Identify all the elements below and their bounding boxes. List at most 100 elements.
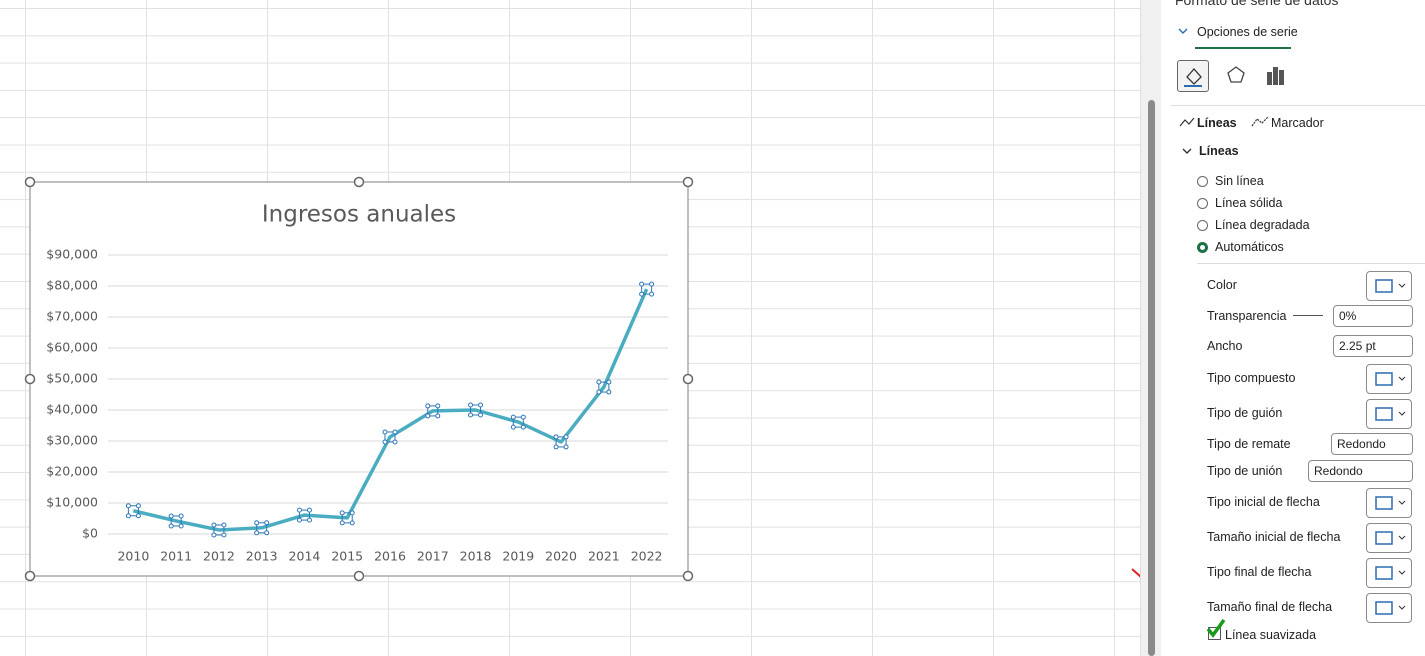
property-button[interactable] <box>1366 488 1412 518</box>
selection-dot <box>382 439 388 445</box>
x-tick-label: 2016 <box>374 549 406 564</box>
y-tick-label: $0 <box>82 526 98 541</box>
resize-handle[interactable] <box>24 570 36 582</box>
x-tick-label: 2022 <box>631 549 663 564</box>
selection-dot <box>510 414 516 420</box>
point-marker <box>512 416 524 428</box>
selection-dot <box>178 523 184 529</box>
resize-handle[interactable] <box>353 570 365 582</box>
scrollbar[interactable] <box>1140 0 1161 656</box>
selection-dot <box>553 434 559 440</box>
selection-dot <box>468 402 474 408</box>
radio-label[interactable]: Sin línea <box>1215 174 1264 188</box>
subtab[interactable]: Líneas <box>1197 116 1237 130</box>
line-icon <box>1179 117 1195 127</box>
fill-line-tab[interactable] <box>1177 60 1209 92</box>
selection-dot <box>478 412 484 418</box>
width-input[interactable]: 2.25 pt <box>1333 335 1413 357</box>
radio-button[interactable] <box>1197 198 1208 209</box>
chart-title: Ingresos anuales <box>262 202 456 228</box>
selection-dot <box>435 403 441 409</box>
resize-handle[interactable] <box>682 373 694 385</box>
resize-handle[interactable] <box>24 373 36 385</box>
x-tick-label: 2010 <box>117 549 149 564</box>
selection-dot <box>639 291 645 297</box>
property-button[interactable] <box>1366 593 1412 623</box>
selection-dot <box>392 429 398 435</box>
y-tick-label: $30,000 <box>46 433 98 448</box>
radio-label[interactable]: Línea sólida <box>1215 196 1283 210</box>
selection-dot <box>339 510 345 516</box>
checkbox-label[interactable]: Línea suavizada <box>1225 628 1317 642</box>
point-marker <box>598 381 610 393</box>
selection-dot <box>520 424 526 430</box>
join-dropdown[interactable]: Redondo <box>1308 460 1413 482</box>
property-button[interactable] <box>1366 364 1412 394</box>
radio-label[interactable]: Línea degradada <box>1215 218 1310 232</box>
x-tick-label: 2020 <box>545 549 577 564</box>
point-marker <box>641 283 653 295</box>
y-tick-label: $20,000 <box>46 464 98 479</box>
radio-button[interactable] <box>1197 220 1208 231</box>
selection-dot <box>178 513 184 519</box>
property-button[interactable] <box>1366 523 1412 553</box>
point-marker <box>127 505 139 517</box>
selection-dot <box>125 513 131 519</box>
join-value: Redondo <box>1314 464 1363 478</box>
property-label: Tamaño inicial de flecha <box>1207 530 1341 544</box>
selection-dot <box>563 444 569 450</box>
x-tick-label: 2015 <box>331 549 363 564</box>
selection-dot <box>221 522 227 528</box>
resize-handle[interactable] <box>353 176 365 188</box>
y-tick-label: $80,000 <box>46 278 98 293</box>
point-marker <box>384 431 396 443</box>
y-tick-label: $70,000 <box>46 309 98 324</box>
property-label: Tipo inicial de flecha <box>1207 495 1320 509</box>
property-label: Tipo compuesto <box>1207 371 1296 385</box>
point-marker <box>170 515 182 527</box>
selection-dot <box>211 532 217 538</box>
property-label: Tipo de unión <box>1207 464 1283 478</box>
subtab[interactable]: Marcador <box>1271 116 1324 130</box>
property-button[interactable] <box>1366 271 1412 301</box>
x-tick-label: 2018 <box>460 549 492 564</box>
tab-underline <box>1195 47 1291 49</box>
series-options-tab[interactable] <box>1265 64 1287 86</box>
selection-dot <box>168 513 174 519</box>
selection-dot <box>468 412 474 418</box>
property-label: Ancho <box>1207 339 1243 353</box>
point-marker <box>555 436 567 448</box>
series-line <box>132 288 649 532</box>
resize-handle[interactable] <box>682 176 694 188</box>
transparency-input[interactable]: 0% <box>1333 305 1413 327</box>
selection-dot <box>382 429 388 435</box>
chart[interactable]: Ingresos anuales $0 $10,000 $20,000 $30,000… <box>0 0 1140 656</box>
radio-button[interactable] <box>1197 176 1208 187</box>
effects-tab[interactable] <box>1225 64 1247 86</box>
marker-icon <box>1251 116 1269 127</box>
x-tick-label: 2021 <box>588 549 620 564</box>
property-button[interactable] <box>1366 558 1412 588</box>
property-label: Tipo final de flecha <box>1207 565 1312 579</box>
resize-handle[interactable] <box>24 176 36 188</box>
slider[interactable] <box>1293 315 1323 316</box>
divider <box>1171 105 1425 106</box>
divider <box>1197 263 1425 264</box>
selection-dot <box>339 520 345 526</box>
section-title[interactable]: Líneas <box>1199 144 1239 158</box>
x-tick-label: 2012 <box>203 549 235 564</box>
radio-label[interactable]: Automáticos <box>1215 240 1284 254</box>
y-tick-label: $50,000 <box>46 371 98 386</box>
selection-dot <box>478 402 484 408</box>
selection-dot <box>349 510 355 516</box>
scroll-thumb[interactable] <box>1148 100 1155 656</box>
cap-dropdown[interactable]: Redondo <box>1331 433 1413 455</box>
property-button[interactable] <box>1366 399 1412 429</box>
resize-handle[interactable] <box>682 570 694 582</box>
selection-dot <box>306 507 312 513</box>
radio-button[interactable] <box>1197 242 1208 253</box>
property-label: Transparencia <box>1207 309 1287 323</box>
selection-dot <box>596 389 602 395</box>
tab[interactable]: Opciones de serie <box>1197 25 1298 39</box>
y-tick-label: $90,000 <box>46 247 98 262</box>
